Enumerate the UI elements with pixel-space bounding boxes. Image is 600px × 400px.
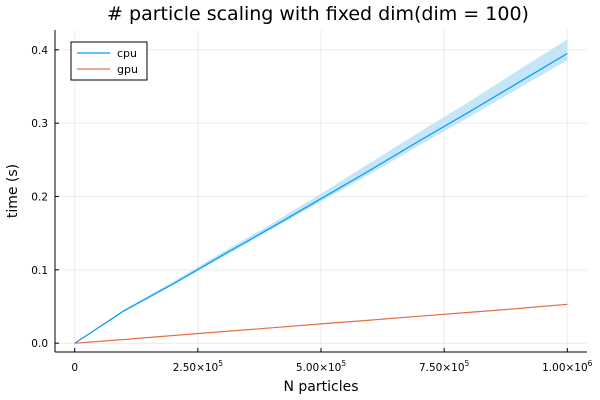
x-tick-label: 1.00×106 — [542, 359, 593, 374]
y-tick-label: 0.0 — [31, 338, 48, 350]
series-band-cpu — [74, 39, 568, 344]
x-tick-exponent: 5 — [341, 359, 346, 368]
legend: cpu gpu — [70, 41, 148, 81]
y-tick-label: 0.2 — [31, 192, 48, 204]
x-tick-mantissa: 7.50×10 — [419, 362, 465, 374]
legend-box — [70, 41, 148, 81]
x-tick-mantissa: 2.50×10 — [173, 362, 219, 374]
grid — [55, 30, 587, 352]
x-tick-label: 7.50×105 — [419, 359, 470, 374]
x-tick-mantissa: 5.00×10 — [296, 362, 342, 374]
x-tick-exponent: 5 — [465, 359, 470, 368]
y-tick-label: 0.1 — [31, 265, 48, 277]
confidence-bands — [74, 39, 568, 344]
y-tick-label: 0.4 — [31, 45, 48, 57]
x-tick-exponent: 5 — [218, 359, 223, 368]
y-axis-label: time (s) — [5, 164, 21, 218]
series-line-cpu — [74, 52, 568, 344]
x-tick-mantissa: 1.00×10 — [542, 362, 588, 374]
x-axis-label: N particles — [283, 379, 358, 395]
x-tick-label: 2.50×105 — [173, 359, 224, 374]
series-line-gpu — [74, 303, 568, 344]
x-tick-mantissa: 0 — [71, 362, 78, 374]
y-axis-ticks: 0.0 0.1 0.2 0.3 0.4 — [31, 45, 59, 350]
x-tick-label: 5.00×105 — [296, 359, 347, 374]
x-axis-ticks: 0 2.50×105 5.00×105 7.50×105 1.00×106 — [71, 348, 593, 374]
series-lines — [74, 52, 568, 344]
x-tick-exponent: 6 — [588, 359, 593, 368]
legend-entries: cpu gpu — [77, 47, 138, 76]
x-tick-label: 0 — [71, 362, 78, 374]
y-tick-label: 0.3 — [31, 118, 48, 130]
legend-label-cpu: cpu — [117, 47, 137, 60]
chart-title: # particle scaling with fixed dim(dim = … — [107, 3, 529, 25]
legend-label-gpu: gpu — [117, 63, 138, 76]
